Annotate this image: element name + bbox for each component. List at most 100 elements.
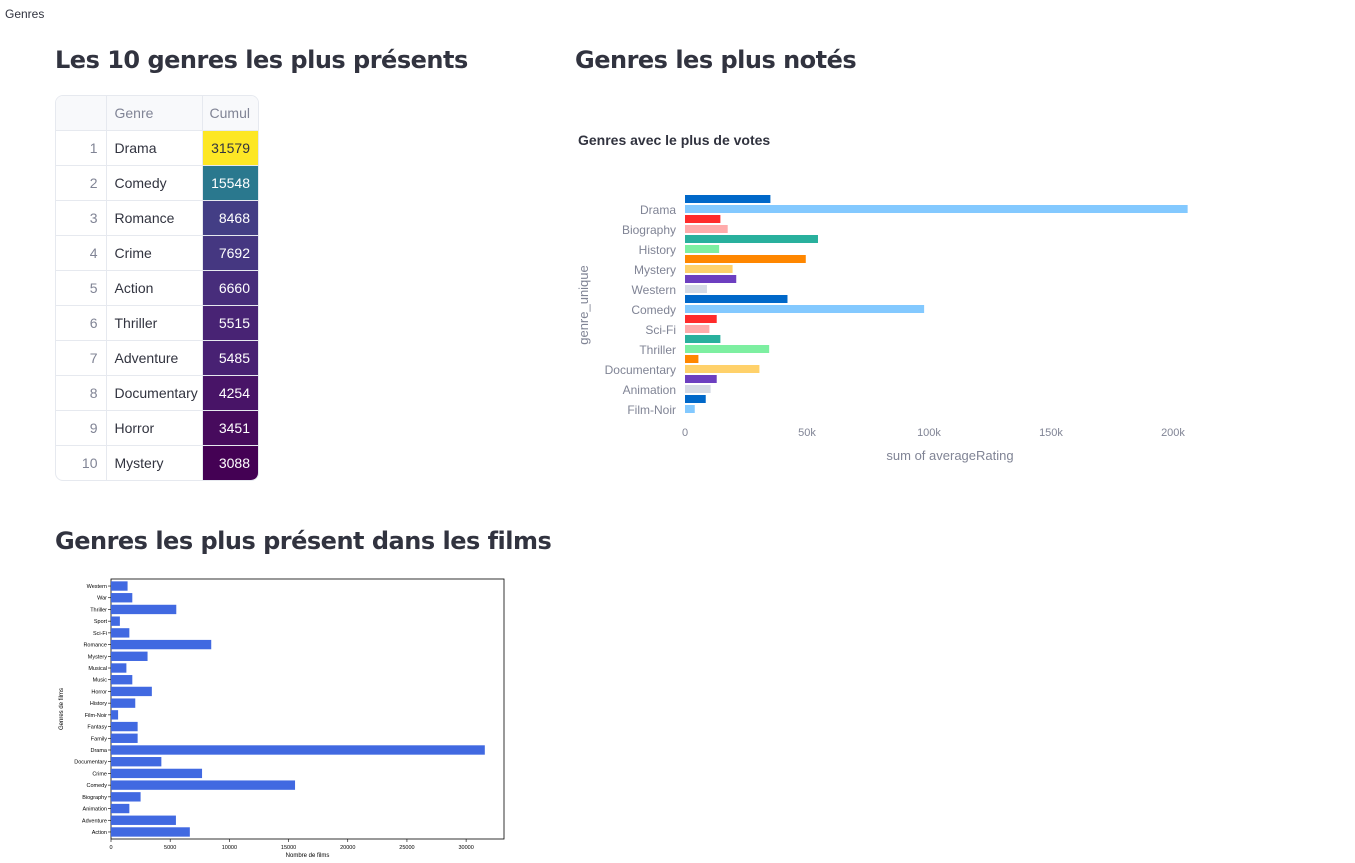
bar[interactable] bbox=[111, 815, 176, 825]
table-row[interactable]: 3 Romance 8468 bbox=[56, 200, 258, 236]
bar[interactable] bbox=[111, 721, 138, 732]
table-row[interactable]: 2 Comedy 15548 bbox=[56, 165, 258, 201]
bar[interactable] bbox=[111, 745, 485, 755]
row-index[interactable]: 6 bbox=[56, 305, 107, 341]
row-index[interactable]: 10 bbox=[56, 445, 107, 480]
bar[interactable] bbox=[685, 315, 717, 323]
votes-bar-chart[interactable]: Genres avec le plus de votes genre_unique… bbox=[570, 120, 1220, 480]
bar[interactable] bbox=[685, 195, 771, 203]
table-row[interactable]: 1 Drama 31579 bbox=[56, 130, 258, 166]
genre-cell[interactable]: Horror bbox=[106, 410, 203, 446]
films-bar-chart[interactable]: Action Adventure Animation Biography Comedy C… bbox=[50, 570, 520, 862]
genre-cell[interactable]: Romance bbox=[106, 200, 203, 236]
bar[interactable] bbox=[685, 215, 721, 223]
row-index[interactable]: 1 bbox=[56, 130, 107, 166]
genre-cell[interactable]: Mystery bbox=[106, 445, 203, 480]
bar[interactable] bbox=[111, 651, 148, 661]
genre-cell[interactable]: Crime bbox=[106, 235, 203, 271]
genre-cell[interactable]: Thriller bbox=[106, 305, 203, 341]
bar[interactable] bbox=[685, 205, 1188, 213]
cumul-cell[interactable]: 3451 bbox=[202, 410, 258, 446]
table-row[interactable]: 6 Thriller 5515 bbox=[56, 305, 258, 341]
column-header-index[interactable] bbox=[56, 96, 107, 131]
table-row[interactable]: 5 Action 6660 bbox=[56, 270, 258, 306]
bar[interactable] bbox=[685, 405, 695, 413]
bar[interactable] bbox=[685, 285, 707, 293]
x-tick-label: 15000 bbox=[281, 845, 296, 851]
bar[interactable] bbox=[685, 255, 806, 263]
cumul-cell[interactable]: 5485 bbox=[202, 340, 258, 376]
row-index[interactable]: 4 bbox=[56, 235, 107, 271]
table-row[interactable]: 8 Documentary 4254 bbox=[56, 375, 258, 411]
bar[interactable] bbox=[111, 686, 152, 697]
bar[interactable] bbox=[111, 698, 136, 708]
bar[interactable] bbox=[685, 395, 706, 403]
bar[interactable] bbox=[111, 757, 162, 767]
chart-title: Genres avec le plus de votes bbox=[578, 132, 770, 148]
row-index[interactable]: 2 bbox=[56, 165, 107, 201]
cumul-cell[interactable]: 6660 bbox=[202, 270, 258, 306]
bar[interactable] bbox=[685, 325, 710, 333]
x-tick-label: 100k bbox=[917, 427, 941, 439]
bar[interactable] bbox=[685, 345, 770, 353]
column-header-genre[interactable]: Genre bbox=[106, 96, 203, 131]
category-label: Musical bbox=[88, 666, 107, 672]
bar[interactable] bbox=[111, 768, 203, 779]
cumul-cell[interactable]: 5515 bbox=[202, 305, 258, 341]
bar[interactable] bbox=[111, 675, 133, 685]
bar[interactable] bbox=[111, 827, 190, 837]
bar[interactable] bbox=[685, 295, 788, 303]
bar[interactable] bbox=[685, 355, 699, 363]
bar[interactable] bbox=[685, 365, 760, 373]
bar[interactable] bbox=[685, 385, 711, 393]
bar[interactable] bbox=[111, 639, 212, 650]
table-row[interactable]: 10 Mystery 3088 bbox=[56, 445, 258, 480]
bar[interactable] bbox=[111, 581, 128, 591]
bar[interactable] bbox=[111, 663, 127, 673]
bar[interactable] bbox=[111, 792, 141, 802]
cumul-cell[interactable]: 15548 bbox=[202, 165, 258, 201]
genre-cell[interactable]: Documentary bbox=[106, 375, 203, 411]
category-label: Western bbox=[632, 283, 676, 297]
bar[interactable] bbox=[111, 628, 130, 638]
table-row[interactable]: 4 Crime 7692 bbox=[56, 235, 258, 271]
cumul-cell[interactable]: 31579 bbox=[202, 130, 258, 166]
x-tick-label: 25000 bbox=[399, 845, 414, 851]
bar[interactable] bbox=[111, 733, 138, 743]
bar[interactable] bbox=[111, 616, 120, 626]
x-axis-label: Nombre de films bbox=[286, 853, 330, 859]
bar[interactable] bbox=[111, 803, 130, 814]
column-header-cumul[interactable]: Cumul bbox=[202, 96, 258, 131]
bar[interactable] bbox=[685, 225, 728, 233]
bar[interactable] bbox=[111, 780, 296, 790]
genre-cell[interactable]: Comedy bbox=[106, 165, 203, 201]
bar[interactable] bbox=[685, 375, 717, 383]
row-index[interactable]: 3 bbox=[56, 200, 107, 236]
cumul-cell[interactable]: 3088 bbox=[202, 445, 258, 480]
genre-cell[interactable]: Action bbox=[106, 270, 203, 306]
genre-cell[interactable]: Adventure bbox=[106, 340, 203, 376]
cumul-cell[interactable]: 4254 bbox=[202, 375, 258, 411]
bar[interactable] bbox=[685, 335, 721, 343]
bar[interactable] bbox=[685, 275, 737, 283]
genre-cell[interactable]: Drama bbox=[106, 130, 203, 166]
cumul-cell[interactable]: 8468 bbox=[202, 200, 258, 236]
category-label: Mystery bbox=[634, 263, 676, 277]
row-index[interactable]: 9 bbox=[56, 410, 107, 446]
table-row[interactable]: 7 Adventure 5485 bbox=[56, 340, 258, 376]
category-label: Comedy bbox=[87, 783, 108, 789]
row-index[interactable]: 7 bbox=[56, 340, 107, 376]
bar[interactable] bbox=[111, 593, 133, 603]
row-index[interactable]: 5 bbox=[56, 270, 107, 306]
cumul-cell[interactable]: 7692 bbox=[202, 235, 258, 271]
category-label: Drama bbox=[90, 748, 107, 754]
genre-dataframe[interactable]: Genre Cumul 1 Drama 31579 2 Comedy 15548 3 Roma… bbox=[55, 95, 259, 481]
bar[interactable] bbox=[685, 305, 925, 313]
bar[interactable] bbox=[685, 265, 733, 273]
bar[interactable] bbox=[685, 245, 720, 253]
bar[interactable] bbox=[111, 710, 119, 720]
bar[interactable] bbox=[111, 604, 177, 615]
table-row[interactable]: 9 Horror 3451 bbox=[56, 410, 258, 446]
row-index[interactable]: 8 bbox=[56, 375, 107, 411]
bar[interactable] bbox=[685, 235, 818, 243]
